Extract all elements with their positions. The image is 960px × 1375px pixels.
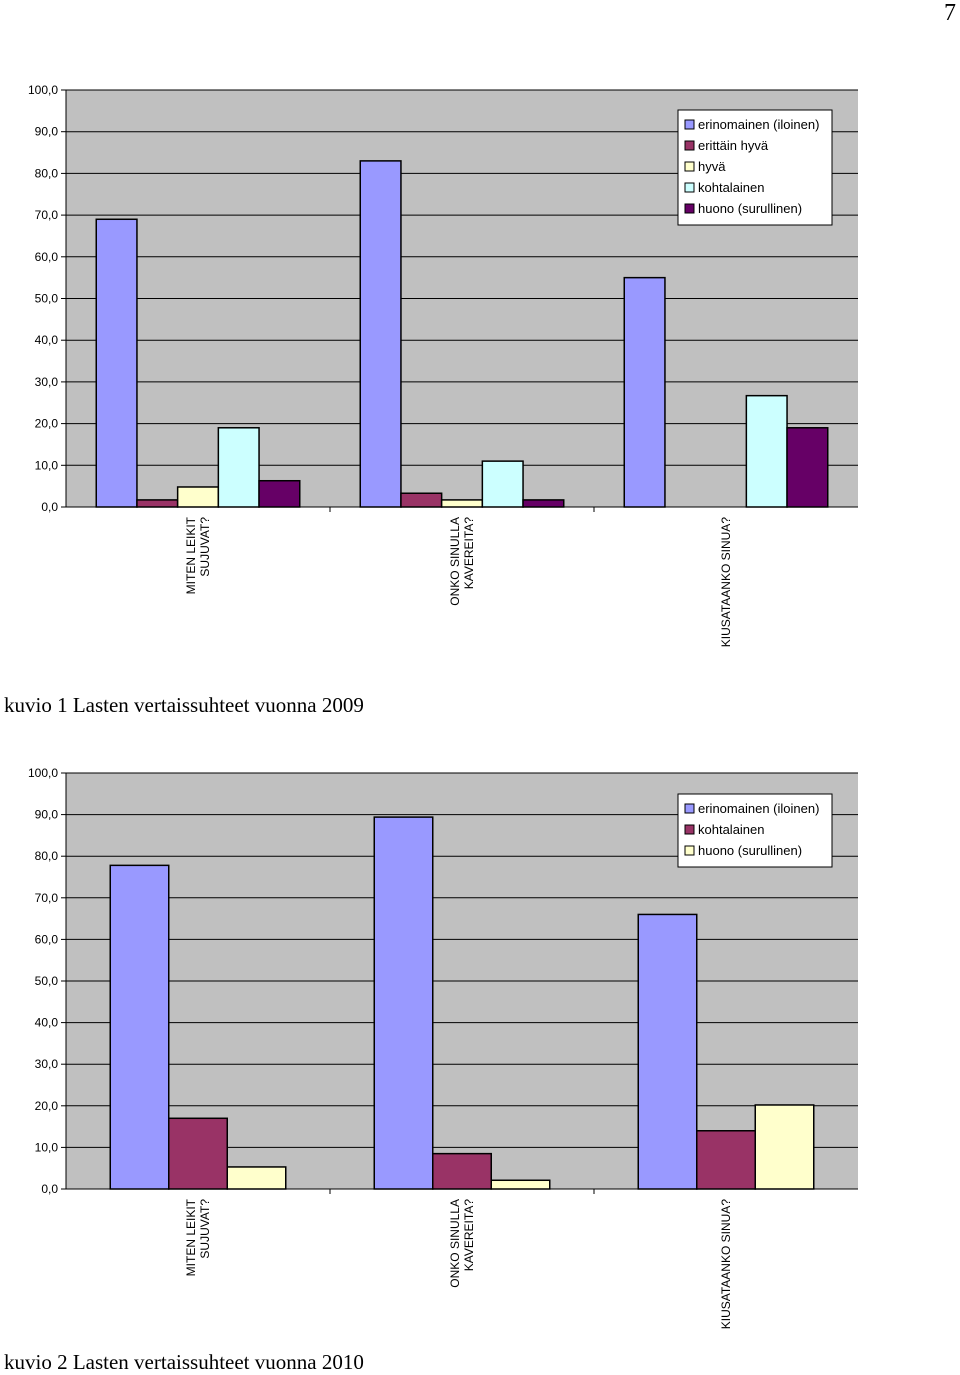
legend-label: kohtalainen xyxy=(698,180,765,195)
y-tick-label: 70,0 xyxy=(35,891,59,905)
y-tick-label: 40,0 xyxy=(35,1016,59,1030)
x-category-label-line: KIUSATAANKO SINUA? xyxy=(719,1199,733,1330)
x-category-label-line: KAVEREITA? xyxy=(462,1199,476,1272)
y-tick-label: 30,0 xyxy=(35,375,59,389)
x-category-label-line: MITEN LEIKIT xyxy=(184,1198,198,1276)
x-category-label-line: ONKO SINULLA xyxy=(448,1199,462,1288)
legend-swatch xyxy=(684,119,695,130)
y-tick-label: 10,0 xyxy=(35,1140,59,1154)
chart-2009: 0,0 10,0 20,0 30,0 40,0 50,0 60,0 70,0 80,0 90,0 1… xyxy=(28,83,858,648)
bar xyxy=(217,427,260,508)
bar xyxy=(637,913,698,1190)
x-category-label: KIUSATAANKO SINUA? xyxy=(719,1199,733,1330)
chart-2010: 0,0 10,0 20,0 30,0 40,0 50,0 60,0 70,0 80,0 90,0 1… xyxy=(28,766,858,1330)
legend-swatch xyxy=(684,803,695,814)
y-tick-label: 60,0 xyxy=(35,932,59,946)
y-tick-label: 90,0 xyxy=(35,808,59,822)
bar xyxy=(522,499,565,508)
x-category-label: MITEN LEIKIT SUJUVAT? xyxy=(184,1198,212,1276)
y-tick-label: 90,0 xyxy=(35,125,59,139)
legend-swatch xyxy=(684,845,695,856)
caption-2009: kuvio 1 Lasten vertaissuhteet vuonna 200… xyxy=(4,693,364,717)
legend-swatch xyxy=(684,140,695,151)
y-tick-label: 20,0 xyxy=(35,1099,59,1113)
bar xyxy=(359,160,402,508)
x-category-label-line: SUJUVAT? xyxy=(198,1199,212,1259)
x-category-label-line: MITEN LEIKIT xyxy=(184,516,198,594)
bar xyxy=(490,1179,551,1190)
bar xyxy=(786,427,829,508)
legend-label: huono (surullinen) xyxy=(698,201,802,216)
x-category-label-line: ONKO SINULLA xyxy=(448,517,462,606)
bar xyxy=(696,1130,756,1190)
x-category-label: KIUSATAANKO SINUA? xyxy=(719,517,733,648)
bar xyxy=(481,460,524,508)
x-category-label: ONKO SINULLA KAVEREITA? xyxy=(448,1199,476,1288)
y-tick-label: 100,0 xyxy=(28,766,58,780)
y-tick-label: 80,0 xyxy=(35,849,59,863)
bar xyxy=(432,1152,492,1190)
legend-label: kohtalainen xyxy=(698,822,765,837)
y-tick-label: 50,0 xyxy=(35,292,59,306)
x-category-label-line: KAVEREITA? xyxy=(462,517,476,590)
bar xyxy=(373,816,434,1190)
y-tick-label: 70,0 xyxy=(35,208,59,222)
bar xyxy=(109,864,170,1190)
legend xyxy=(677,109,833,226)
caption-2010: kuvio 2 Lasten vertaissuhteet vuonna 201… xyxy=(4,1350,364,1374)
bar xyxy=(754,1104,815,1190)
y-tick-label: 0,0 xyxy=(41,1182,58,1196)
y-tick-label: 80,0 xyxy=(35,166,59,180)
legend-label: huono (surullinen) xyxy=(698,843,802,858)
y-tick-label: 20,0 xyxy=(35,417,59,431)
bar xyxy=(258,479,301,508)
x-category-label: MITEN LEIKIT SUJUVAT? xyxy=(184,516,212,594)
legend-label: erittäin hyvä xyxy=(698,138,769,153)
page-number: 7 xyxy=(944,0,956,26)
legend-swatch xyxy=(684,182,695,193)
bar xyxy=(95,218,138,508)
legend-swatch xyxy=(684,203,695,214)
legend-label: erinomainen (iloinen) xyxy=(698,117,819,132)
y-tick-label: 0,0 xyxy=(41,500,58,514)
bar xyxy=(226,1166,287,1190)
y-tick-label: 60,0 xyxy=(35,250,59,264)
y-tick-label: 10,0 xyxy=(35,458,59,472)
y-tick-label: 40,0 xyxy=(35,333,59,347)
legend xyxy=(677,793,833,868)
x-category-label: ONKO SINULLA KAVEREITA? xyxy=(448,517,476,606)
bar xyxy=(168,1117,228,1190)
y-tick-label: 50,0 xyxy=(35,974,59,988)
x-category-label-line: SUJUVAT? xyxy=(198,517,212,577)
x-category-label-line: KIUSATAANKO SINUA? xyxy=(719,517,733,648)
legend-label: erinomainen (iloinen) xyxy=(698,801,819,816)
legend-swatch xyxy=(684,161,695,172)
legend-label: hyvä xyxy=(698,159,726,174)
y-tick-label: 30,0 xyxy=(35,1057,59,1071)
bar xyxy=(623,276,666,508)
y-tick-label: 100,0 xyxy=(28,83,58,97)
legend-swatch xyxy=(684,824,695,835)
